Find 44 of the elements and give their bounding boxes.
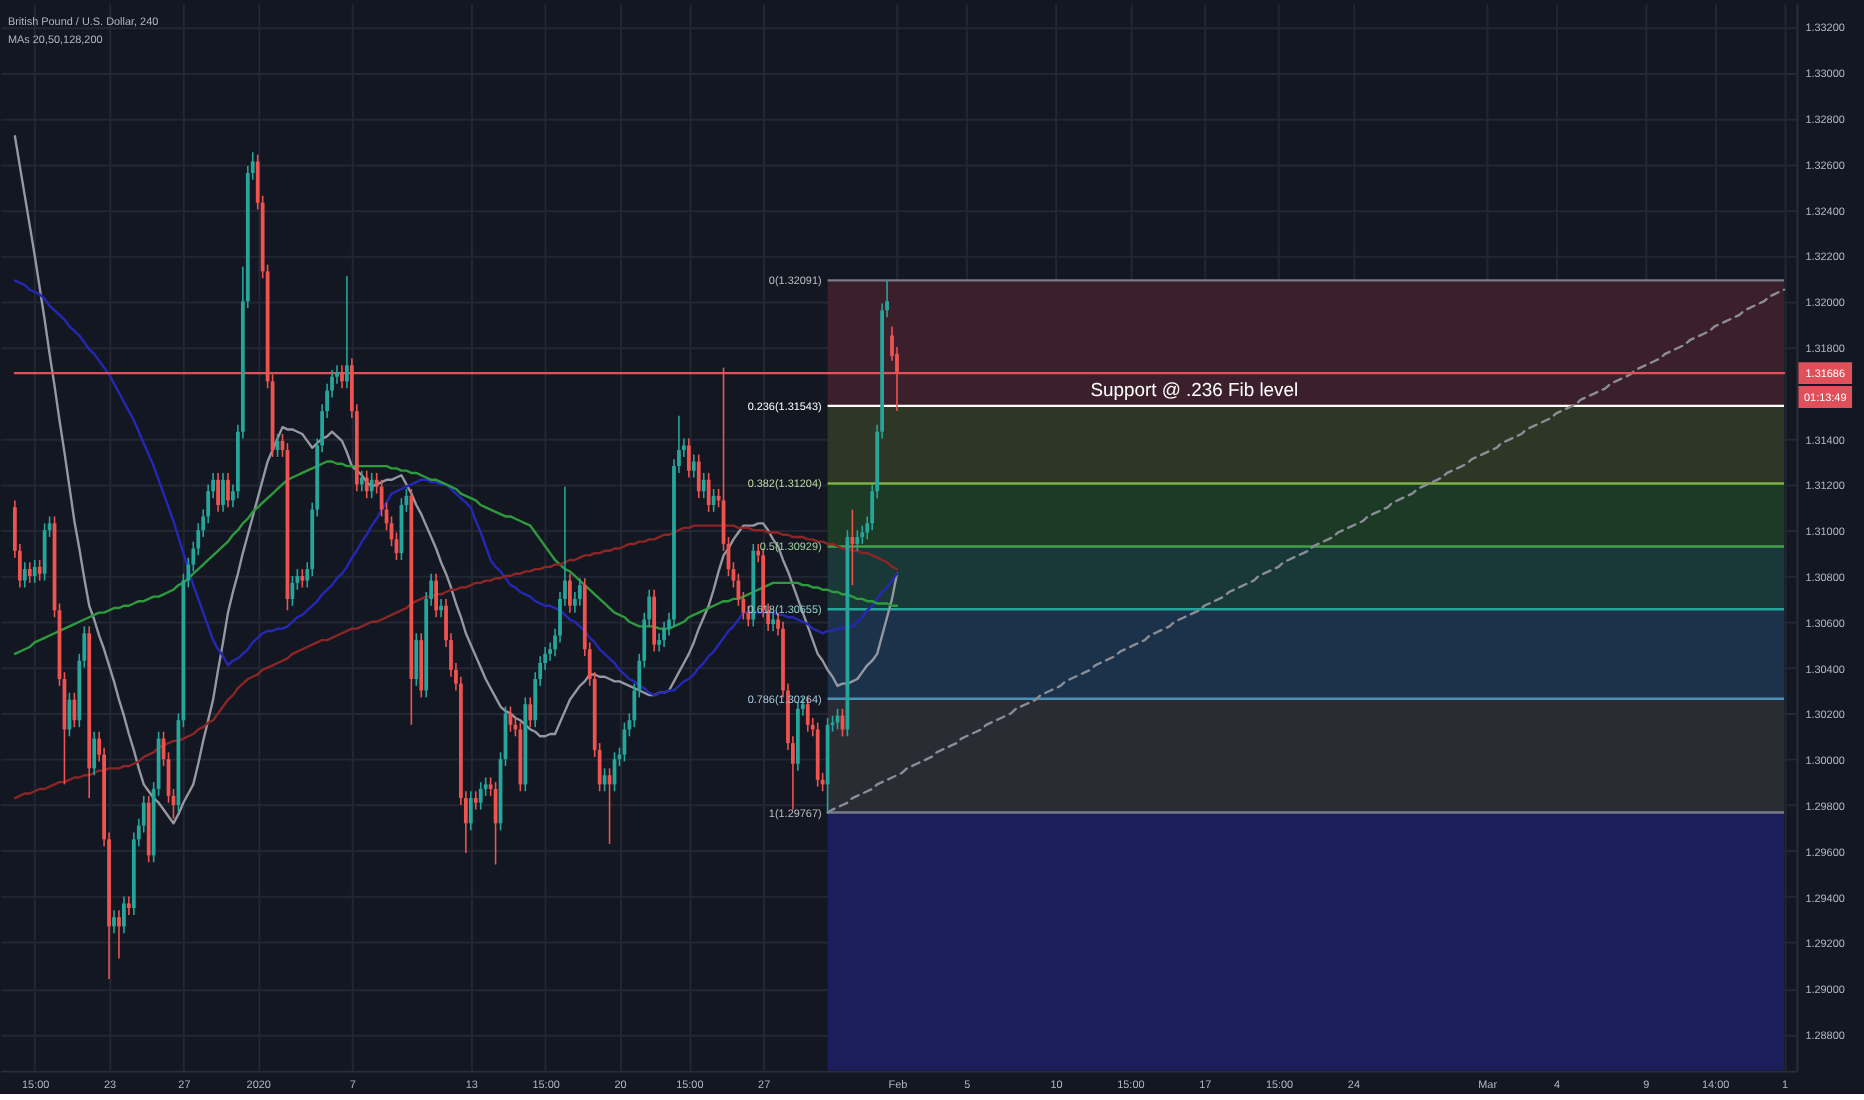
candlestick — [478, 781, 483, 811]
candlestick — [691, 453, 696, 479]
candlestick — [568, 572, 572, 614]
candlestick — [577, 577, 582, 607]
candlestick — [216, 472, 220, 513]
candlestick — [771, 611, 775, 632]
candlestick — [22, 561, 27, 589]
candlestick — [473, 790, 478, 811]
candlestick — [72, 691, 77, 728]
candlestick — [369, 472, 374, 499]
candlestick — [860, 524, 865, 545]
line-series — [13, 135, 899, 825]
candlestick — [364, 469, 369, 499]
line-series — [13, 279, 899, 697]
candlestick — [696, 453, 701, 499]
candlestick — [221, 472, 225, 513]
candlestick — [112, 909, 116, 935]
candlestick — [359, 469, 364, 493]
candlestick — [855, 529, 860, 552]
candlestick — [706, 472, 711, 513]
candlestick — [528, 696, 533, 728]
candlestick — [117, 909, 121, 960]
candlestick — [414, 632, 419, 687]
candlestick — [37, 559, 42, 582]
candlestick — [686, 437, 691, 479]
candlestick — [434, 572, 438, 619]
candlestick — [340, 364, 344, 390]
candlestick — [27, 561, 32, 584]
candlestick — [345, 275, 349, 390]
candlestick — [850, 508, 855, 586]
line-series — [826, 288, 1786, 814]
candlestick — [92, 730, 97, 777]
candlestick — [439, 598, 443, 619]
annotation: Support @ .236 Fib level — [1090, 377, 1299, 400]
candlestick — [468, 790, 473, 831]
candlestick — [42, 522, 47, 582]
candlestick — [711, 488, 716, 513]
candlestick — [126, 895, 131, 916]
candlestick — [701, 472, 706, 499]
candlestick — [32, 559, 37, 584]
candlestick — [662, 620, 666, 648]
candlestick — [300, 568, 305, 589]
candlestick — [226, 472, 230, 509]
candlestick — [122, 895, 126, 935]
